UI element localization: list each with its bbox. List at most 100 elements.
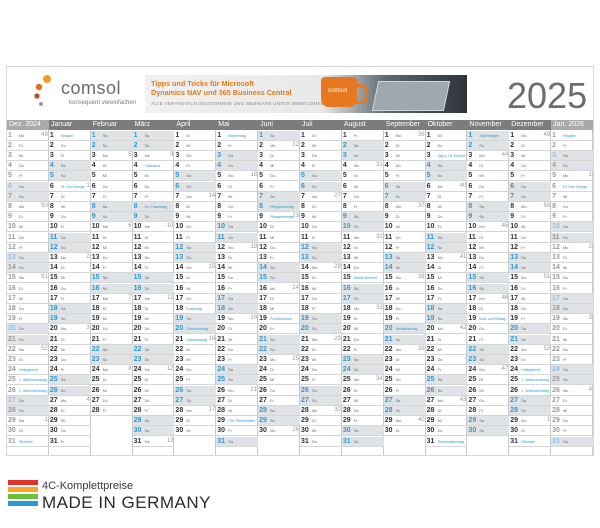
weekday-label: Di xyxy=(186,276,191,281)
day-cell: 27 Mo 43 xyxy=(425,396,468,406)
day-cell: 3 Sa xyxy=(216,150,259,162)
day-cell: 5 Mo 1 xyxy=(551,171,593,182)
week-number: 18 xyxy=(250,172,258,179)
day-cell: 27 Sa xyxy=(7,395,49,406)
day-cell: 13 Mo 2 xyxy=(48,253,91,264)
day-number: 11 xyxy=(175,233,183,241)
day-number: 12 xyxy=(217,243,226,251)
day-cell: 6 Do xyxy=(467,182,510,192)
month-column: Oktober 1 Mi 2 Do 3 Tag d. Dt. Einheit 4 Sa 5 So 6 M… xyxy=(425,120,468,455)
day-number: 27 xyxy=(175,396,184,404)
week-number: 3 xyxy=(588,315,592,322)
day-number: 26 xyxy=(468,386,477,394)
weekday-label: Mi xyxy=(228,337,233,342)
weekday-label: Sa xyxy=(144,419,150,424)
day-number: 16 xyxy=(259,284,267,292)
day-number: 9 xyxy=(49,213,54,221)
weekday-label: So xyxy=(395,266,401,271)
weekday-label: Di xyxy=(312,204,316,209)
weekday-label: So xyxy=(521,408,526,413)
day-cell: 20 Ostersonntag xyxy=(174,324,217,335)
weekday-label: So xyxy=(563,306,568,311)
weekday-label: Di xyxy=(312,347,316,352)
day-number: 9 xyxy=(8,213,12,221)
day-cell: 5 Mo 18 xyxy=(216,171,259,182)
day-number: 25 xyxy=(552,376,560,384)
weekday-label: Mi xyxy=(395,153,400,158)
holiday-label: Fastnacht xyxy=(144,164,161,169)
day-number: 14 xyxy=(510,264,519,272)
day-number: 30 xyxy=(510,427,519,435)
weekday-label: Do xyxy=(102,184,108,189)
day-number: 4 xyxy=(8,162,12,170)
day-number: 16 xyxy=(468,284,477,292)
day-number: 17 xyxy=(217,294,226,302)
weekday-label: Mo xyxy=(437,255,443,260)
holiday-label: Hl. Drei Könige xyxy=(60,184,86,189)
day-cell: 18 Karfreitag xyxy=(174,304,217,315)
day-cell: 23 Mo 25 xyxy=(258,355,300,366)
weekday-label: Mo xyxy=(521,347,527,352)
day-cell: 11 Do xyxy=(509,233,552,243)
day-number: 24 xyxy=(301,366,309,374)
week-number: 34 xyxy=(376,376,383,383)
weekday-label: Mo xyxy=(144,296,150,301)
weekday-label: Mi xyxy=(19,225,24,230)
day-number: 2 xyxy=(49,141,54,149)
day-cell: 17 Mi xyxy=(7,294,49,304)
weekday-label: Fr xyxy=(312,164,316,169)
weekday-label: Mo xyxy=(19,419,25,424)
day-number: 21 xyxy=(468,335,477,343)
day-cell: 26 Do xyxy=(258,386,300,396)
day-cell: 30 Do xyxy=(425,426,468,437)
day-number: 15 xyxy=(91,274,100,282)
day-cell: 2 Do xyxy=(48,141,91,151)
day-cell: 2 Mi xyxy=(174,141,217,151)
weekday-label: Mi xyxy=(60,347,65,352)
weekday-label: Mo xyxy=(186,266,192,271)
weekday-label: Sa xyxy=(437,164,443,169)
day-cell: 24 Heiligabend xyxy=(7,365,49,376)
week-number: 12 xyxy=(166,366,174,373)
weekday-label: Mi xyxy=(186,357,191,362)
day-number: 22 xyxy=(175,345,184,353)
day-cell: 1 So xyxy=(258,130,300,141)
month-header: April xyxy=(174,120,217,130)
day-cell: 12 Mi xyxy=(90,243,133,253)
week-number: 4 xyxy=(588,386,592,393)
weekday-label: Do xyxy=(186,296,192,301)
day-cell: 24 Mi xyxy=(383,365,426,376)
weekday-label: Mi xyxy=(395,368,400,373)
day-cell: 29 Fr xyxy=(341,416,384,427)
day-number: 9 xyxy=(217,213,222,221)
stripe-2 xyxy=(8,494,38,499)
day-number: 3 xyxy=(91,151,96,159)
weekday-label: Sa xyxy=(270,408,275,413)
weekday-label: Mi xyxy=(102,388,107,393)
month-header: Januar xyxy=(48,120,91,130)
day-number: 25 xyxy=(217,376,226,384)
weekday-label: Mo xyxy=(19,276,25,281)
day-cell: 11 Fr xyxy=(174,233,217,243)
day-cell: 16 Di xyxy=(509,284,552,294)
day-number: 18 xyxy=(384,304,393,312)
day-cell: 10 Sa xyxy=(216,222,259,233)
day-cell: 28 Mi xyxy=(551,406,593,417)
day-number: 28 xyxy=(259,406,267,414)
day-cell: 8 Do xyxy=(551,202,593,213)
day-cell: 18 Sa xyxy=(48,303,91,315)
day-number: 17 xyxy=(342,294,351,302)
day-cell: 29 Do xyxy=(551,416,593,427)
day-number: 6 xyxy=(8,182,12,190)
day-number: 24 xyxy=(91,366,100,374)
weekday-label: Do xyxy=(563,204,568,209)
day-cell: 2 Fr xyxy=(551,141,593,151)
weekday-label: Sa xyxy=(102,133,108,138)
weekday-label: Do xyxy=(395,306,401,311)
day-number: 22 xyxy=(426,345,435,353)
weekday-label: Mo xyxy=(563,245,569,250)
day-cell: 14 Di xyxy=(48,263,91,274)
day-number: 12 xyxy=(384,243,393,251)
holiday-label: Ostersonntag xyxy=(186,327,208,332)
day-cell: 12 Mi xyxy=(467,243,510,253)
